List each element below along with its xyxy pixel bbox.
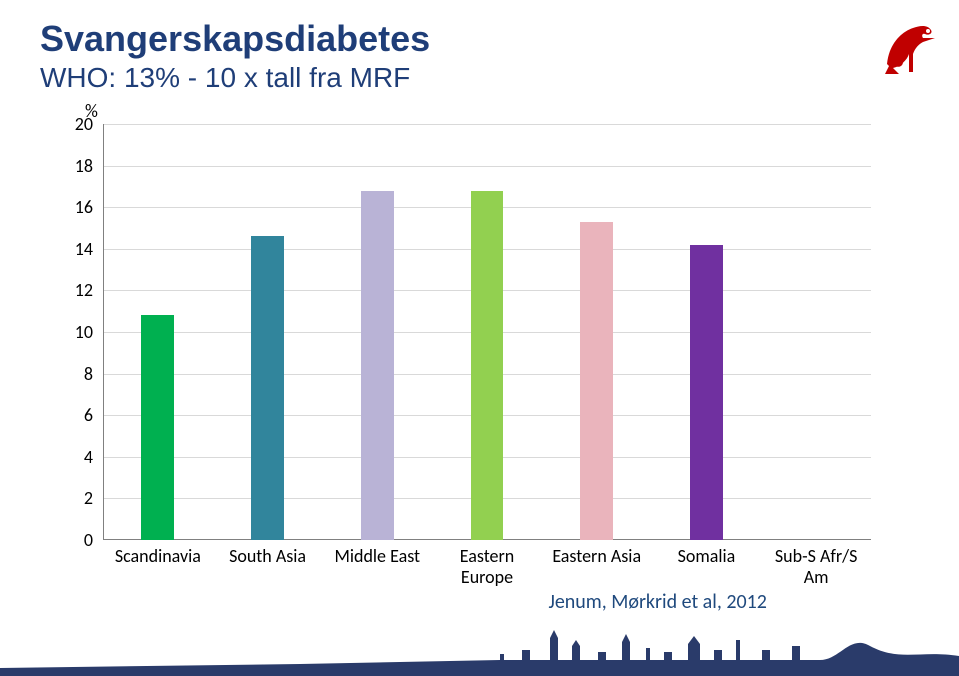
y-tick-label: 20 [75,113,93,135]
citation: Jenum, Mørkrid et al, 2012 [548,590,766,614]
bar [471,191,504,540]
page-title-text: Svangerskapsdiabetes [40,18,430,59]
bar [251,236,284,540]
x-tick-label: Scandinavia [100,546,215,567]
bar [580,222,613,540]
y-tick-label: 16 [75,196,93,218]
bar [361,191,394,540]
bar-chart: % 02468101214161820 ScandinaviaSouth Asi… [103,124,871,540]
page-subtitle: WHO: 13% - 10 x tall fra MRF [40,62,410,94]
y-tick-label: 2 [84,487,93,509]
gridline [103,124,871,125]
x-tick-label: Eastern Europe [429,546,544,587]
institution-logo-icon [879,14,941,89]
y-tick-label: 10 [75,321,93,343]
y-axis-line [103,124,104,540]
bar [690,245,723,540]
y-tick-label: 6 [84,404,93,426]
y-tick-label: 14 [75,238,93,260]
plot-area: 02468101214161820 [103,124,871,540]
bar [141,315,174,540]
y-tick-label: 8 [84,363,93,385]
citation-text: Jenum, Mørkrid et al, 2012 [548,590,766,614]
page-subtitle-text: WHO: 13% - 10 x tall fra MRF [40,62,410,93]
gridline [103,166,871,167]
y-tick-label: 18 [75,155,93,177]
x-tick-label: Sub-S Afr/S Am [759,546,874,587]
footer-skyline-icon [0,626,959,676]
y-tick-label: 0 [84,529,93,551]
y-tick-label: 4 [84,446,93,468]
y-tick-label: 12 [75,279,93,301]
x-tick-label: Somalia [649,546,764,567]
x-tick-label: Middle East [320,546,435,567]
page-title: Svangerskapsdiabetes [40,18,430,60]
x-tick-label: Eastern Asia [539,546,654,567]
x-tick-label: South Asia [210,546,325,567]
